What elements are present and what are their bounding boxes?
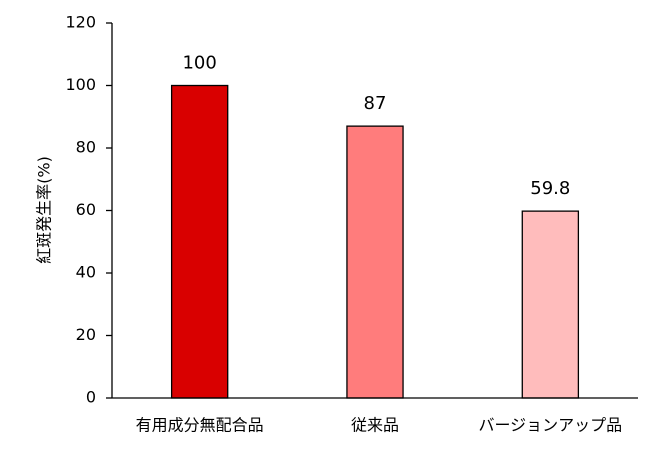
y-tick-label: 0 xyxy=(86,388,96,407)
x-tick-label: バージョンアップ品 xyxy=(478,416,622,435)
y-tick-label: 60 xyxy=(76,200,96,219)
data-label: 59.8 xyxy=(530,178,570,199)
x-tick-label: 従来品 xyxy=(351,416,399,435)
bar xyxy=(170,84,229,399)
bar xyxy=(346,125,404,399)
y-tick-label: 100 xyxy=(65,75,96,94)
y-axis-label: 紅斑発生率(%) xyxy=(35,156,54,264)
bar xyxy=(521,210,580,399)
y-tick-label: 120 xyxy=(65,13,96,32)
y-tick-label: 20 xyxy=(76,325,96,344)
data-label: 87 xyxy=(364,93,387,114)
y-tick-label: 40 xyxy=(76,263,96,282)
data-label: 100 xyxy=(182,53,216,74)
y-tick-label: 80 xyxy=(76,138,96,157)
x-tick-label: 有用成分無配合品 xyxy=(136,416,264,435)
